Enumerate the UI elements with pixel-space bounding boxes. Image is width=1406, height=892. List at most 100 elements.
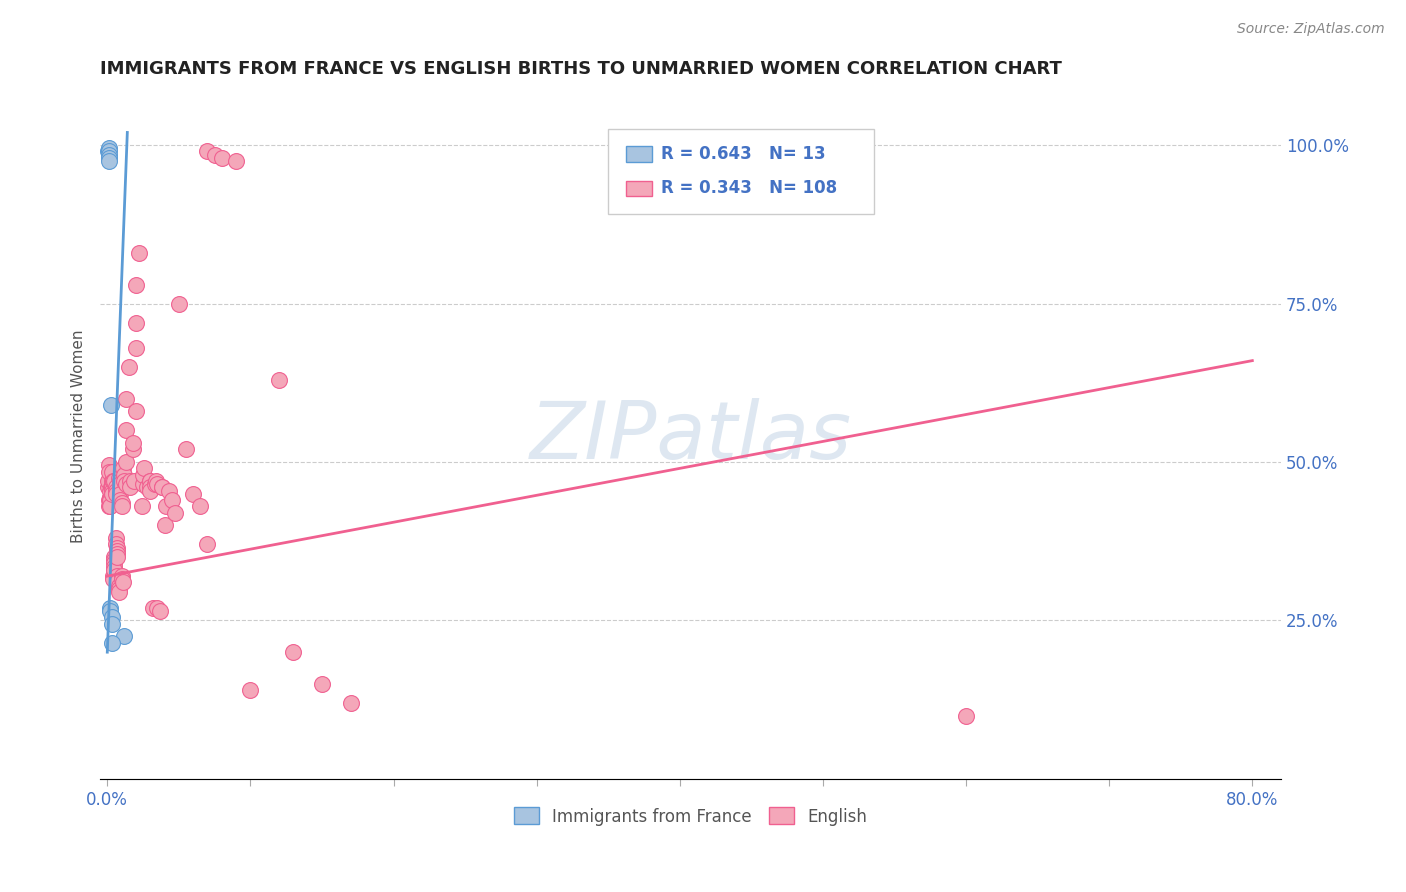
Point (115, 392, 138, 406)
Point (105, 547, 128, 561)
Point (104, 486, 127, 500)
Point (204, 147, 226, 161)
Point (97, 480, 120, 494)
Point (339, 696, 361, 710)
Point (100, 616, 122, 631)
Point (100, 477, 122, 491)
Point (103, 563, 125, 577)
Point (181, 486, 204, 500)
Point (98, 500, 121, 514)
Point (107, 471, 129, 485)
Point (98, 600, 121, 615)
Point (146, 477, 169, 491)
Point (115, 423, 138, 437)
Point (104, 483, 127, 498)
Point (98, 490, 121, 504)
Point (107, 579, 129, 593)
Point (97, 458, 120, 473)
Point (97, 153, 120, 168)
Point (100, 398, 122, 412)
Point (142, 600, 165, 615)
Point (115, 477, 138, 491)
Text: R = 0.643   N= 13: R = 0.643 N= 13 (661, 145, 825, 163)
Point (98, 493, 121, 508)
Point (108, 486, 131, 500)
Legend: Immigrants from France, English: Immigrants from France, English (508, 801, 873, 832)
Point (103, 553, 125, 567)
Point (132, 477, 155, 491)
Point (122, 436, 145, 450)
Bar (626, 181, 651, 195)
Point (105, 569, 128, 583)
Point (105, 543, 128, 558)
Point (136, 480, 159, 494)
Point (114, 629, 136, 643)
Point (98, 496, 121, 510)
Point (100, 480, 122, 494)
Text: ZIPatlas: ZIPatlas (530, 398, 852, 475)
Point (120, 480, 142, 494)
Point (97, 474, 120, 488)
Point (134, 461, 156, 475)
Point (105, 550, 128, 565)
Point (128, 245, 150, 260)
Bar (626, 146, 651, 161)
Point (98, 493, 121, 508)
Point (139, 483, 162, 498)
Point (103, 550, 125, 565)
Point (101, 569, 124, 583)
Point (108, 477, 131, 491)
Point (211, 151, 233, 165)
Point (150, 480, 173, 494)
Point (125, 277, 148, 292)
Point (110, 496, 132, 510)
Point (139, 480, 162, 494)
Point (145, 474, 167, 488)
Point (97, 145, 120, 159)
Point (311, 677, 333, 691)
Point (150, 480, 173, 494)
Point (124, 474, 146, 488)
Point (107, 582, 129, 596)
Point (125, 341, 148, 355)
Point (197, 145, 219, 159)
Point (97, 145, 120, 159)
Point (225, 153, 247, 168)
Point (143, 477, 166, 491)
Point (155, 500, 177, 514)
Point (103, 559, 125, 574)
Point (103, 474, 125, 488)
Point (97, 151, 120, 165)
Point (108, 474, 131, 488)
Point (174, 442, 197, 457)
Point (105, 575, 128, 590)
Point (98, 500, 121, 514)
Point (104, 480, 127, 494)
Point (110, 572, 132, 586)
Point (112, 575, 135, 590)
Point (125, 404, 148, 418)
Point (101, 465, 124, 479)
Point (955, 708, 977, 723)
Point (188, 500, 211, 514)
Point (160, 493, 183, 508)
Point (153, 518, 176, 533)
Point (97, 141, 120, 155)
Point (132, 467, 155, 482)
Point (167, 296, 190, 310)
Point (283, 645, 305, 659)
Point (100, 486, 122, 500)
Point (120, 474, 142, 488)
Point (107, 585, 129, 599)
Point (157, 483, 180, 498)
Point (110, 569, 132, 583)
Point (108, 493, 131, 508)
Point (115, 455, 138, 469)
Text: Source: ZipAtlas.com: Source: ZipAtlas.com (1237, 22, 1385, 37)
Point (97, 147, 120, 161)
Point (197, 537, 219, 551)
FancyBboxPatch shape (607, 128, 873, 214)
Point (100, 483, 122, 498)
Point (104, 537, 127, 551)
Point (114, 467, 136, 482)
